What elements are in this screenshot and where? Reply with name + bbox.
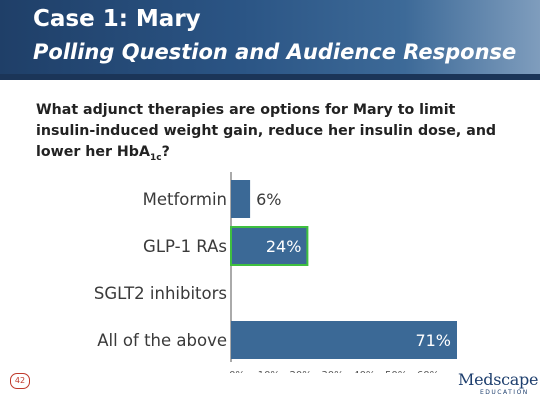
value-label: 24% <box>266 237 302 256</box>
x-tick-label: 40% <box>353 370 375 373</box>
polling-question: What adjunct therapies are options for M… <box>36 100 516 169</box>
bar <box>231 321 457 359</box>
bar <box>231 180 251 218</box>
medscape-logo: Medscape EDUCATION <box>458 370 538 398</box>
header-stripe <box>0 74 540 80</box>
question-subscript: 1c <box>149 152 162 163</box>
slide-title: Case 1: Mary <box>33 6 201 32</box>
logo-word: Medscape <box>458 370 539 389</box>
question-end: ? <box>161 144 170 160</box>
x-tick-label: 10% <box>258 370 280 373</box>
value-label: 71% <box>415 331 451 350</box>
category-label: Metformin <box>143 190 227 209</box>
value-label: 6% <box>256 190 281 209</box>
slide-number: 42 <box>10 373 30 389</box>
category-label: All of the above <box>97 331 227 350</box>
slide-header: Case 1: Mary Polling Question and Audien… <box>0 0 540 80</box>
x-tick-label: 20% <box>290 370 312 373</box>
x-tick-label: 50% <box>385 370 407 373</box>
question-text: What adjunct therapies are options for M… <box>36 102 497 160</box>
category-label: SGLT2 inhibitors <box>94 284 227 303</box>
response-bar-chart: Metformin 6% GLP-1 RAs 24% SGLT2 inhibitors A… <box>94 172 457 373</box>
slide-subtitle: Polling Question and Audience Response <box>33 40 517 64</box>
bar <box>230 226 309 266</box>
category-label: GLP-1 RAs <box>143 237 227 256</box>
x-tick-label: 0% <box>229 370 245 373</box>
x-tick-label: 30% <box>321 370 343 373</box>
x-tick-label: 60% <box>417 370 439 373</box>
logo-sub: EDUCATION <box>480 389 529 396</box>
